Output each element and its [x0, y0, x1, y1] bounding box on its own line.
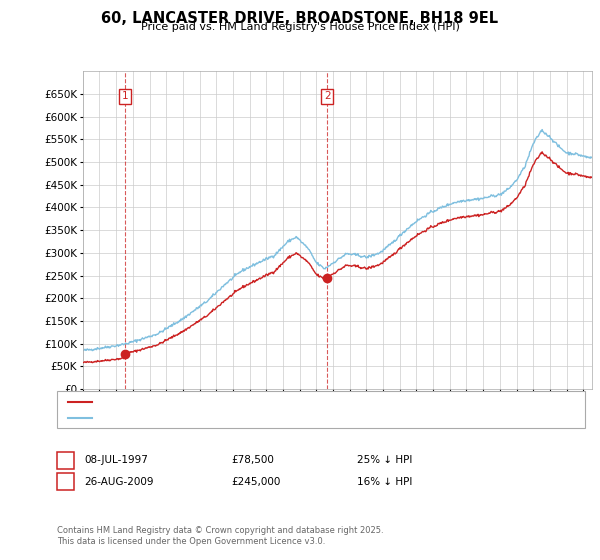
Text: 26-AUG-2009: 26-AUG-2009: [84, 477, 154, 487]
Text: 60, LANCASTER DRIVE, BROADSTONE, BH18 9EL: 60, LANCASTER DRIVE, BROADSTONE, BH18 9E…: [101, 11, 499, 26]
Text: 25% ↓ HPI: 25% ↓ HPI: [357, 455, 412, 465]
Text: 1: 1: [122, 91, 128, 101]
Text: 08-JUL-1997: 08-JUL-1997: [84, 455, 148, 465]
Text: £78,500: £78,500: [231, 455, 274, 465]
Text: £245,000: £245,000: [231, 477, 280, 487]
Text: Price paid vs. HM Land Registry's House Price Index (HPI): Price paid vs. HM Land Registry's House …: [140, 22, 460, 32]
Text: 2: 2: [62, 477, 69, 487]
Text: Contains HM Land Registry data © Crown copyright and database right 2025.
This d: Contains HM Land Registry data © Crown c…: [57, 526, 383, 546]
Text: 2: 2: [324, 91, 331, 101]
Text: HPI: Average price, detached house, Bournemouth Christchurch and Poole: HPI: Average price, detached house, Bour…: [96, 413, 460, 423]
Text: 1: 1: [62, 455, 69, 465]
Text: 16% ↓ HPI: 16% ↓ HPI: [357, 477, 412, 487]
Text: 60, LANCASTER DRIVE, BROADSTONE, BH18 9EL (detached house): 60, LANCASTER DRIVE, BROADSTONE, BH18 9E…: [96, 396, 423, 407]
